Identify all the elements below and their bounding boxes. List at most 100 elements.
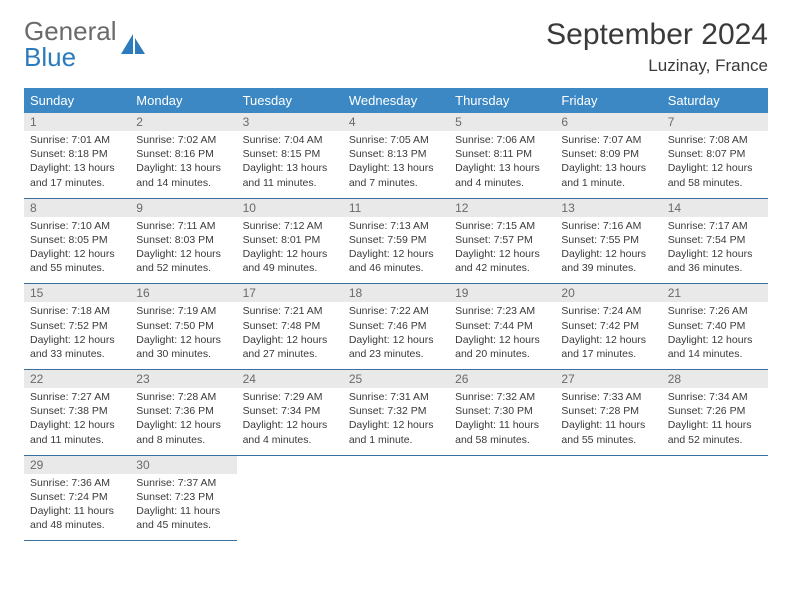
day-number: 19 [449,284,555,302]
day-body: Sunrise: 7:07 AMSunset: 8:09 PMDaylight:… [555,131,661,198]
calendar-cell: 12Sunrise: 7:15 AMSunset: 7:57 PMDayligh… [449,198,555,284]
weekday-header: Friday [555,88,661,113]
day-number: 20 [555,284,661,302]
day-number: 24 [237,370,343,388]
day-body: Sunrise: 7:28 AMSunset: 7:36 PMDaylight:… [130,388,236,455]
weekday-header: Tuesday [237,88,343,113]
day-body: Sunrise: 7:16 AMSunset: 7:55 PMDaylight:… [555,217,661,284]
day-body: Sunrise: 7:18 AMSunset: 7:52 PMDaylight:… [24,302,130,369]
brand-line2: Blue [24,42,76,72]
day-body: Sunrise: 7:33 AMSunset: 7:28 PMDaylight:… [555,388,661,455]
day-body: Sunrise: 7:08 AMSunset: 8:07 PMDaylight:… [662,131,768,198]
calendar-cell: 13Sunrise: 7:16 AMSunset: 7:55 PMDayligh… [555,198,661,284]
weekday-header: Thursday [449,88,555,113]
weekday-header: Monday [130,88,236,113]
calendar-cell: 22Sunrise: 7:27 AMSunset: 7:38 PMDayligh… [24,370,130,456]
weekday-header: Saturday [662,88,768,113]
calendar-cell: 28Sunrise: 7:34 AMSunset: 7:26 PMDayligh… [662,370,768,456]
day-number: 14 [662,199,768,217]
day-body: Sunrise: 7:01 AMSunset: 8:18 PMDaylight:… [24,131,130,198]
calendar-cell: 11Sunrise: 7:13 AMSunset: 7:59 PMDayligh… [343,198,449,284]
day-number: 9 [130,199,236,217]
day-body: Sunrise: 7:05 AMSunset: 8:13 PMDaylight:… [343,131,449,198]
day-body: Sunrise: 7:13 AMSunset: 7:59 PMDaylight:… [343,217,449,284]
day-body: Sunrise: 7:10 AMSunset: 8:05 PMDaylight:… [24,217,130,284]
day-number: 25 [343,370,449,388]
calendar-cell: 20Sunrise: 7:24 AMSunset: 7:42 PMDayligh… [555,284,661,370]
location: Luzinay, France [546,56,768,76]
weekday-header: Sunday [24,88,130,113]
day-number: 1 [24,113,130,131]
day-body: Sunrise: 7:24 AMSunset: 7:42 PMDaylight:… [555,302,661,369]
day-number: 7 [662,113,768,131]
day-body: Sunrise: 7:31 AMSunset: 7:32 PMDaylight:… [343,388,449,455]
calendar-cell: 26Sunrise: 7:32 AMSunset: 7:30 PMDayligh… [449,370,555,456]
day-body: Sunrise: 7:22 AMSunset: 7:46 PMDaylight:… [343,302,449,369]
day-body: Sunrise: 7:34 AMSunset: 7:26 PMDaylight:… [662,388,768,455]
day-number: 22 [24,370,130,388]
calendar-cell: 18Sunrise: 7:22 AMSunset: 7:46 PMDayligh… [343,284,449,370]
calendar-cell-empty [555,455,661,541]
calendar-cell-empty [237,455,343,541]
calendar-cell: 15Sunrise: 7:18 AMSunset: 7:52 PMDayligh… [24,284,130,370]
day-body: Sunrise: 7:36 AMSunset: 7:24 PMDaylight:… [24,474,130,541]
day-number: 6 [555,113,661,131]
day-body: Sunrise: 7:37 AMSunset: 7:23 PMDaylight:… [130,474,236,541]
day-number: 26 [449,370,555,388]
day-body: Sunrise: 7:11 AMSunset: 8:03 PMDaylight:… [130,217,236,284]
calendar-cell: 14Sunrise: 7:17 AMSunset: 7:54 PMDayligh… [662,198,768,284]
calendar-table: SundayMondayTuesdayWednesdayThursdayFrid… [24,88,768,541]
day-number: 2 [130,113,236,131]
calendar-cell: 19Sunrise: 7:23 AMSunset: 7:44 PMDayligh… [449,284,555,370]
calendar-cell: 21Sunrise: 7:26 AMSunset: 7:40 PMDayligh… [662,284,768,370]
calendar-cell: 17Sunrise: 7:21 AMSunset: 7:48 PMDayligh… [237,284,343,370]
day-number: 17 [237,284,343,302]
month-title: September 2024 [546,18,768,52]
day-body: Sunrise: 7:26 AMSunset: 7:40 PMDaylight:… [662,302,768,369]
calendar-cell: 23Sunrise: 7:28 AMSunset: 7:36 PMDayligh… [130,370,236,456]
day-number: 15 [24,284,130,302]
calendar-cell-empty [449,455,555,541]
day-body: Sunrise: 7:15 AMSunset: 7:57 PMDaylight:… [449,217,555,284]
calendar-cell: 7Sunrise: 7:08 AMSunset: 8:07 PMDaylight… [662,113,768,198]
weekday-header: Wednesday [343,88,449,113]
day-body: Sunrise: 7:12 AMSunset: 8:01 PMDaylight:… [237,217,343,284]
calendar-cell: 9Sunrise: 7:11 AMSunset: 8:03 PMDaylight… [130,198,236,284]
day-number: 4 [343,113,449,131]
day-number: 23 [130,370,236,388]
day-body: Sunrise: 7:17 AMSunset: 7:54 PMDaylight:… [662,217,768,284]
day-number: 27 [555,370,661,388]
day-number: 28 [662,370,768,388]
calendar-cell: 6Sunrise: 7:07 AMSunset: 8:09 PMDaylight… [555,113,661,198]
day-number: 3 [237,113,343,131]
day-body: Sunrise: 7:29 AMSunset: 7:34 PMDaylight:… [237,388,343,455]
day-body: Sunrise: 7:32 AMSunset: 7:30 PMDaylight:… [449,388,555,455]
day-number: 13 [555,199,661,217]
day-body: Sunrise: 7:06 AMSunset: 8:11 PMDaylight:… [449,131,555,198]
calendar-cell-empty [662,455,768,541]
calendar-cell: 30Sunrise: 7:37 AMSunset: 7:23 PMDayligh… [130,455,236,541]
day-body: Sunrise: 7:19 AMSunset: 7:50 PMDaylight:… [130,302,236,369]
day-number: 8 [24,199,130,217]
day-number: 11 [343,199,449,217]
brand-logo: General Blue [24,18,147,70]
day-number: 12 [449,199,555,217]
calendar-cell: 25Sunrise: 7:31 AMSunset: 7:32 PMDayligh… [343,370,449,456]
calendar-cell: 3Sunrise: 7:04 AMSunset: 8:15 PMDaylight… [237,113,343,198]
calendar-cell: 24Sunrise: 7:29 AMSunset: 7:34 PMDayligh… [237,370,343,456]
day-body: Sunrise: 7:02 AMSunset: 8:16 PMDaylight:… [130,131,236,198]
calendar-cell: 10Sunrise: 7:12 AMSunset: 8:01 PMDayligh… [237,198,343,284]
day-number: 18 [343,284,449,302]
calendar-cell: 16Sunrise: 7:19 AMSunset: 7:50 PMDayligh… [130,284,236,370]
calendar-cell: 27Sunrise: 7:33 AMSunset: 7:28 PMDayligh… [555,370,661,456]
calendar-cell-empty [343,455,449,541]
day-number: 21 [662,284,768,302]
calendar-cell: 2Sunrise: 7:02 AMSunset: 8:16 PMDaylight… [130,113,236,198]
calendar-cell: 4Sunrise: 7:05 AMSunset: 8:13 PMDaylight… [343,113,449,198]
day-body: Sunrise: 7:04 AMSunset: 8:15 PMDaylight:… [237,131,343,198]
calendar-cell: 29Sunrise: 7:36 AMSunset: 7:24 PMDayligh… [24,455,130,541]
calendar-cell: 8Sunrise: 7:10 AMSunset: 8:05 PMDaylight… [24,198,130,284]
day-body: Sunrise: 7:23 AMSunset: 7:44 PMDaylight:… [449,302,555,369]
day-body: Sunrise: 7:21 AMSunset: 7:48 PMDaylight:… [237,302,343,369]
calendar-cell: 1Sunrise: 7:01 AMSunset: 8:18 PMDaylight… [24,113,130,198]
